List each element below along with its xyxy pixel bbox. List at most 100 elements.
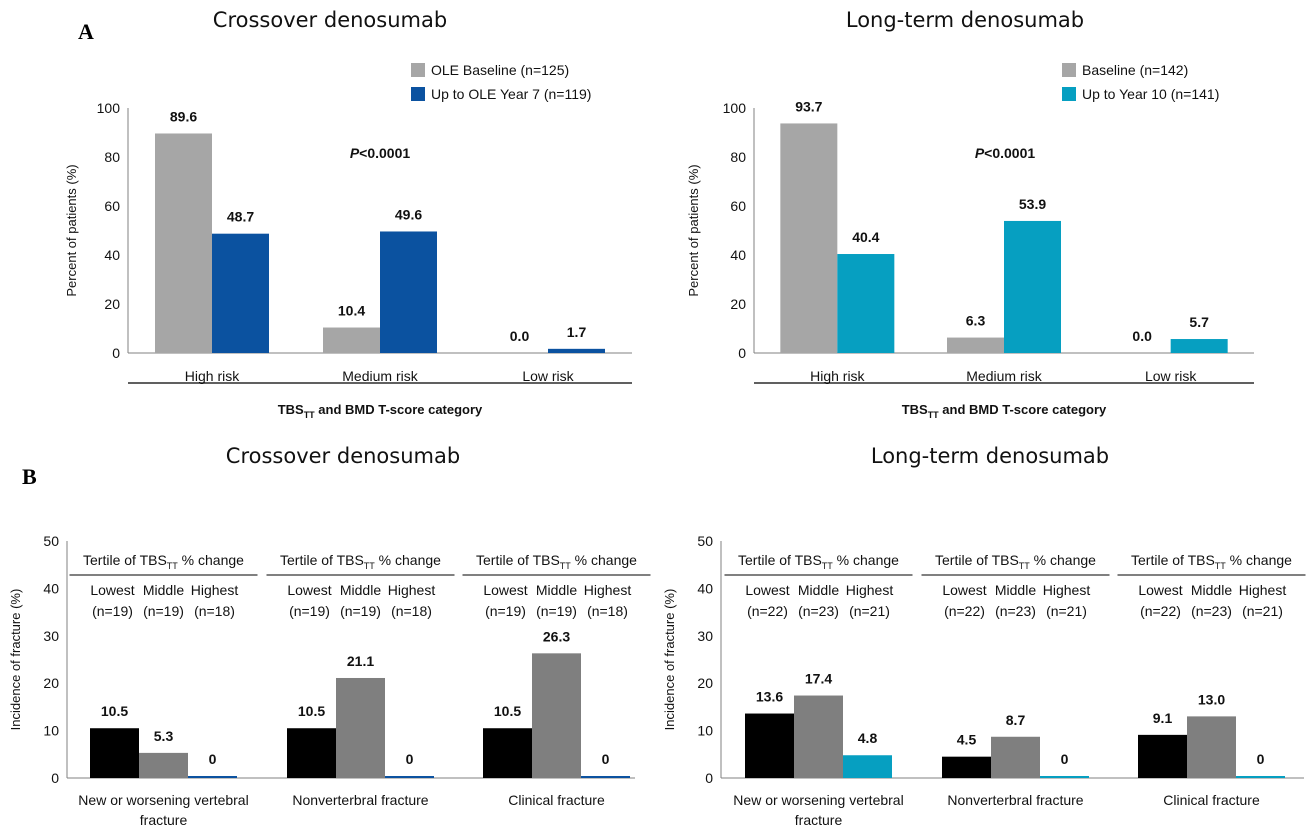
- data-label: 0.0: [510, 328, 530, 344]
- legend-label: OLE Baseline (n=125): [431, 62, 569, 78]
- y-tick-label: 60: [104, 198, 120, 214]
- tertile-header: Tertile of TBSTT % change: [280, 552, 441, 571]
- bar: [323, 327, 380, 353]
- legend-swatch: [1062, 63, 1076, 77]
- tertile-name: Lowest: [1138, 582, 1182, 598]
- x-tick-label: Low risk: [1145, 368, 1197, 384]
- tertile-header-subscript: TT: [822, 561, 833, 571]
- bar: [1040, 776, 1089, 778]
- data-label: 40.4: [852, 229, 879, 245]
- bar: [287, 728, 336, 778]
- chart-a2: Long-term denosumab 0 20 40 60 80 100 Percent o…: [686, 8, 1254, 420]
- chart-b2: Long-term denosumab 0 10 20 30 40 50 Incidence …: [662, 444, 1306, 828]
- tertile-header-main: Tertile of TBS: [280, 552, 364, 568]
- data-label: 10.5: [494, 703, 521, 719]
- tertile-header-rest: % change: [833, 552, 899, 568]
- tertile-header-main: Tertile of TBS: [476, 552, 560, 568]
- tertile-header: Tertile of TBSTT % change: [935, 552, 1096, 571]
- tertile-count: (n=19): [340, 603, 381, 619]
- tertile-count: (n=18): [587, 603, 628, 619]
- y-tick-label: 50: [43, 533, 59, 549]
- data-label: 1.7: [567, 324, 587, 340]
- bar: [212, 233, 269, 353]
- x-axis-title-rest: and BMD T-score category: [315, 402, 483, 417]
- x-axis-title-rest: and BMD T-score category: [939, 402, 1107, 417]
- bar: [336, 677, 385, 778]
- tertile-count: (n=19): [143, 603, 184, 619]
- x-axis-title: TBSTT and BMD T-score category: [278, 402, 483, 420]
- data-label: 5.7: [1189, 314, 1209, 330]
- x-category-label: Nonverterbral fracture: [947, 792, 1083, 808]
- tertile-count: (n=19): [92, 603, 133, 619]
- bar: [90, 728, 139, 778]
- bar: [837, 254, 895, 353]
- data-label: 0.0: [1132, 328, 1152, 344]
- data-label: 4.8: [858, 730, 878, 746]
- y-axis-label: Incidence of fracture (%): [8, 589, 23, 731]
- data-label: 17.4: [805, 671, 832, 687]
- p-value-letter: P: [975, 145, 985, 161]
- tertile-name: Lowest: [942, 582, 986, 598]
- data-label: 0: [1061, 751, 1069, 767]
- tertile-count: (n=23): [995, 603, 1036, 619]
- tertile-count: (n=21): [1046, 603, 1087, 619]
- tertile-header-main: Tertile of TBS: [83, 552, 167, 568]
- bar: [188, 776, 237, 778]
- p-value: P<0.0001: [975, 145, 1036, 161]
- chart-b1: Crossover denosumab 0 10 20 30 40 50 Incidence …: [8, 444, 651, 828]
- y-tick-label: 40: [43, 580, 59, 596]
- tertile-header-subscript: TT: [167, 561, 178, 571]
- tertile-name: Middle: [536, 582, 577, 598]
- y-tick-label: 20: [43, 675, 59, 691]
- y-tick-label: 40: [697, 580, 713, 596]
- bar: [947, 337, 1004, 353]
- legend-swatch: [411, 87, 425, 101]
- tertile-count: (n=18): [391, 603, 432, 619]
- y-tick-label: 20: [104, 296, 120, 312]
- bar: [780, 123, 838, 353]
- tertile-count: (n=19): [536, 603, 577, 619]
- p-value-text: <0.0001: [984, 145, 1035, 161]
- bar: [139, 752, 188, 778]
- y-tick-label: 30: [697, 628, 713, 644]
- tertile-header-subscript: TT: [1215, 561, 1226, 571]
- tertile-count: (n=21): [1242, 603, 1283, 619]
- tertile-name: Lowest: [90, 582, 134, 598]
- p-value-text: <0.0001: [359, 145, 410, 161]
- chart-title: Long-term denosumab: [846, 8, 1084, 32]
- bar: [385, 776, 434, 778]
- data-label: 10.4: [338, 303, 365, 319]
- data-label: 21.1: [347, 653, 374, 669]
- y-tick-label: 50: [697, 533, 713, 549]
- x-category-label: New or worsening vertebral: [78, 792, 248, 808]
- x-category-label: Clinical fracture: [1163, 792, 1260, 808]
- bar: [1004, 220, 1061, 353]
- y-tick-label: 40: [104, 247, 120, 263]
- x-category-label: fracture: [795, 812, 843, 828]
- data-label: 93.7: [795, 98, 822, 114]
- chart-a1: Crossover denosumab 0 20 40 60 80 100 Percent o…: [64, 8, 632, 420]
- tertile-name: Middle: [340, 582, 381, 598]
- bar: [380, 231, 437, 353]
- tertile-header-rest: % change: [375, 552, 441, 568]
- tertile-header: Tertile of TBSTT % change: [1131, 552, 1292, 571]
- tertile-header: Tertile of TBSTT % change: [83, 552, 244, 571]
- tertile-header-main: Tertile of TBS: [738, 552, 822, 568]
- tertile-name: Highest: [1239, 582, 1287, 598]
- tertile-name: Highest: [191, 582, 239, 598]
- data-label: 13.0: [1198, 691, 1225, 707]
- tertile-header-main: Tertile of TBS: [1131, 552, 1215, 568]
- x-axis-title-main: TBS: [278, 402, 304, 417]
- tertile-count: (n=22): [944, 603, 985, 619]
- tertile-name: Lowest: [483, 582, 527, 598]
- data-label: 26.3: [543, 628, 570, 644]
- data-label: 13.6: [756, 689, 783, 705]
- x-category-label: fracture: [140, 812, 188, 828]
- x-tick-label: High risk: [185, 368, 240, 384]
- tertile-name: Middle: [143, 582, 184, 598]
- chart-title: Long-term denosumab: [871, 444, 1109, 468]
- tertile-header-rest: % change: [1226, 552, 1292, 568]
- tertile-header-rest: % change: [178, 552, 244, 568]
- y-tick-label: 60: [730, 198, 746, 214]
- legend-swatch: [1062, 87, 1076, 101]
